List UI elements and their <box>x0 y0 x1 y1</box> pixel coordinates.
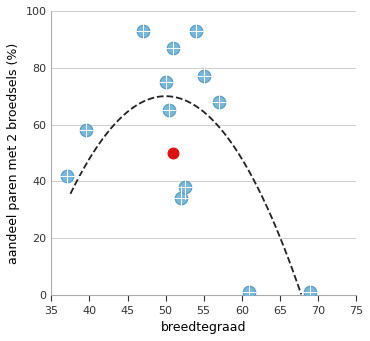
Point <box>170 45 176 50</box>
Point <box>307 290 313 295</box>
Point <box>178 196 184 201</box>
Point <box>216 99 222 105</box>
Point <box>166 108 172 113</box>
Y-axis label: aandeel paren met 2 broedsels (%): aandeel paren met 2 broedsels (%) <box>7 42 20 264</box>
Point <box>246 290 252 295</box>
Point <box>64 173 70 178</box>
Point <box>140 28 146 33</box>
Point <box>182 184 188 190</box>
Point <box>163 79 169 85</box>
Point <box>83 128 88 133</box>
Point <box>170 150 176 156</box>
Point <box>201 74 206 79</box>
Point <box>193 28 199 33</box>
X-axis label: breedtegraad: breedtegraad <box>161 321 246 334</box>
